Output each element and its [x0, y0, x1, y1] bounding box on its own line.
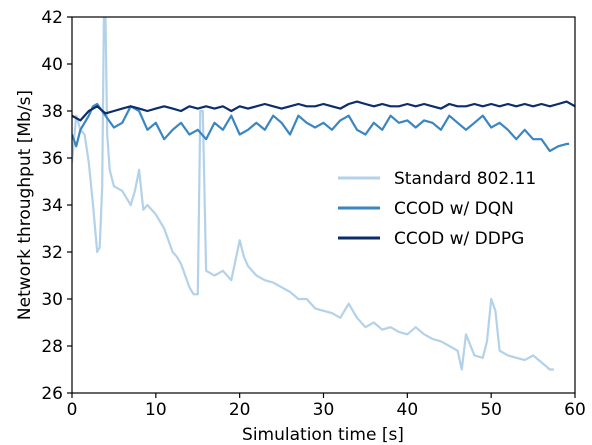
legend: Standard 802.11 CCOD w/ DQN CCOD w/ DDPG	[338, 169, 536, 249]
y-tick-label: 28	[41, 337, 63, 357]
x-axis-label: Simulation time [s]	[242, 425, 404, 445]
x-tick-label: 20	[229, 400, 251, 420]
y-tick-label: 30	[41, 290, 63, 310]
y-tick-label: 38	[41, 102, 63, 122]
y-tick-label: 34	[41, 196, 63, 216]
y-tick-label: 26	[41, 384, 63, 404]
legend-label-2: CCOD w/ DDPG	[394, 229, 524, 249]
y-tick-label: 42	[41, 8, 63, 28]
y-tick-label: 40	[41, 55, 63, 75]
y-axis-label: Network throughput [Mb/s]	[15, 90, 35, 320]
legend-label-0: Standard 802.11	[394, 169, 536, 189]
y-tick-label: 36	[41, 149, 63, 169]
x-tick-label: 0	[67, 400, 78, 420]
x-tick-label: 40	[397, 400, 419, 420]
x-tick-label: 60	[564, 400, 586, 420]
x-tick-label: 30	[313, 400, 335, 420]
series-line-0	[72, 17, 554, 371]
y-tick-label: 32	[41, 243, 63, 263]
axes: 0 10 20 30 40 50 60 26 28 30 32 34 36 38 40 42	[41, 8, 585, 420]
series-line-2	[72, 100, 575, 122]
legend-label-1: CCOD w/ DQN	[394, 199, 514, 219]
series-line-1	[72, 102, 570, 153]
x-tick-label: 50	[480, 400, 502, 420]
plot-lines	[72, 17, 575, 371]
x-tick-label: 10	[145, 400, 167, 420]
